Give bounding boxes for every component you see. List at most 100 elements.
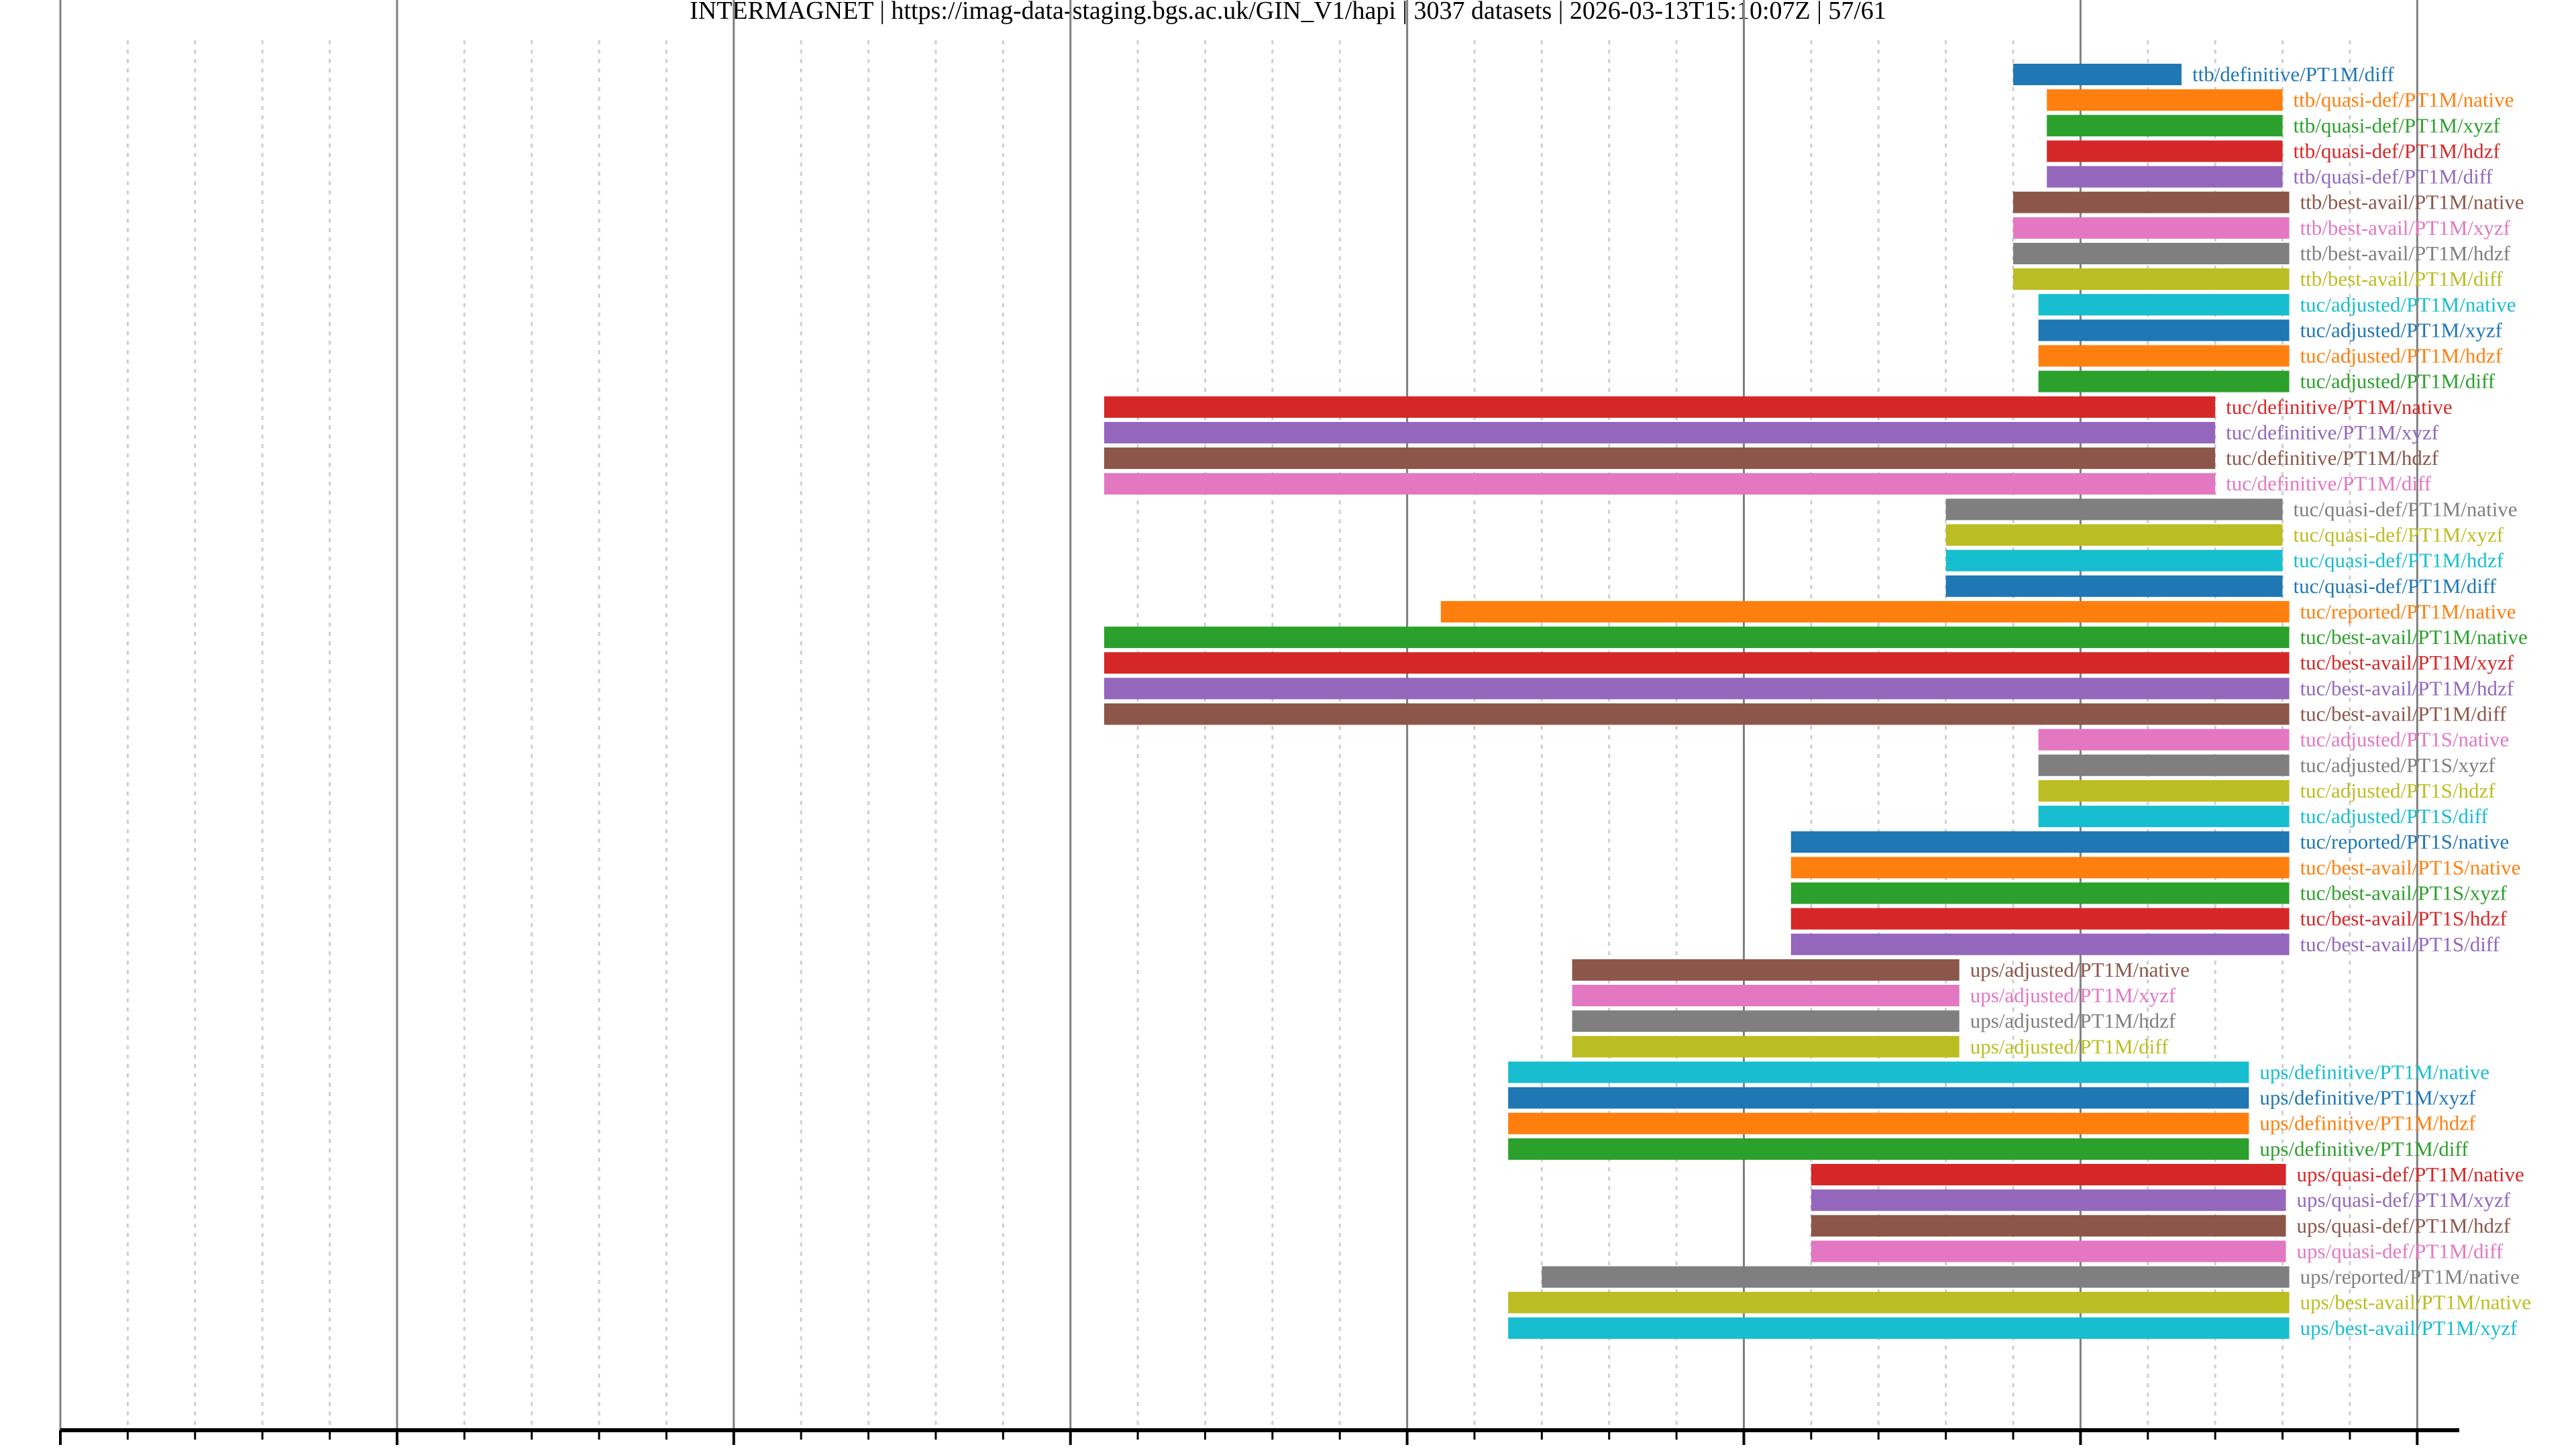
bar [1104, 421, 2216, 443]
bar [1945, 524, 2283, 546]
bar [1945, 498, 2283, 521]
bar [1508, 1138, 2249, 1160]
chart-title: INTERMAGNET | https://imag-data-staging.… [690, 0, 1886, 25]
bar [1508, 1291, 2290, 1313]
bar [2013, 242, 2290, 264]
bar-label: ttb/quasi-def/PT1M/hdzf [2294, 139, 2501, 162]
bar [1811, 1164, 2286, 1186]
bar [1572, 1036, 1960, 1058]
bar [1104, 473, 2216, 495]
bar-label: tuc/best-avail/PT1M/xyzf [2300, 651, 2514, 674]
bar [1811, 1240, 2286, 1263]
bar [1811, 1189, 2286, 1212]
bar-label: tuc/reported/PT1M/native [2300, 600, 2516, 623]
bar-label: tuc/best-avail/PT1S/native [2300, 855, 2521, 879]
bar [1104, 678, 2290, 700]
bar-label: ups/definitive/PT1M/native [2259, 1060, 2489, 1083]
bar-label: tuc/best-avail/PT1M/native [2300, 625, 2528, 649]
bar-label: tuc/definitive/PT1M/native [2226, 395, 2453, 419]
bar-label: ups/quasi-def/PT1M/hdzf [2297, 1214, 2511, 1237]
bar-labels: ttb/definitive/PT1M/diffttb/quasi-def/PT… [1970, 62, 2531, 1340]
bar-label: ttb/best-avail/PT1M/hdzf [2300, 241, 2511, 265]
bar [1508, 1087, 2249, 1109]
bar-label: tuc/best-avail/PT1M/diff [2300, 702, 2507, 726]
bar [1572, 985, 1960, 1007]
bar [1790, 857, 2290, 879]
bar [2047, 89, 2283, 111]
bar [1440, 600, 2290, 623]
bar [1790, 908, 2290, 930]
bar [1572, 959, 1960, 981]
bar [2038, 754, 2290, 776]
bar-label: tuc/quasi-def/PT1M/native [2294, 497, 2518, 521]
bar-label: ttb/quasi-def/PT1M/xyzf [2294, 113, 2501, 137]
bar [2038, 780, 2290, 802]
bar-label: ttb/definitive/PT1M/diff [2192, 62, 2394, 86]
bar [1945, 549, 2283, 572]
bar-label: ups/definitive/PT1M/xyzf [2259, 1086, 2476, 1110]
bar [2047, 140, 2283, 162]
bar [1790, 831, 2290, 853]
bar-label: tuc/best-avail/PT1M/hdzf [2300, 676, 2514, 700]
bar [1572, 1010, 1960, 1032]
bar-label: tuc/definitive/PT1M/diff [2226, 472, 2432, 495]
bar-label: tuc/definitive/PT1M/hdzf [2226, 446, 2439, 470]
bar-label: ttb/quasi-def/PT1M/native [2294, 88, 2514, 111]
bar [1508, 1317, 2290, 1339]
bar [1104, 652, 2290, 674]
bar-label: ups/adjusted/PT1M/xyzf [1970, 983, 2176, 1007]
bar-label: ups/adjusted/PT1M/native [1970, 958, 2190, 981]
bar-label: ups/adjusted/PT1M/diff [1970, 1034, 2169, 1058]
bar-label: tuc/adjusted/PT1M/native [2300, 292, 2516, 316]
bar-label: tuc/quasi-def/PT1M/hdzf [2294, 549, 2504, 572]
bar-label: ttb/best-avail/PT1M/diff [2300, 267, 2504, 290]
bar-label: tuc/adjusted/PT1M/xyzf [2300, 318, 2503, 341]
bar [2013, 268, 2290, 290]
bar [1542, 1266, 2290, 1288]
bar [1104, 703, 2290, 725]
bar-label: tuc/reported/PT1S/native [2300, 830, 2510, 853]
bar-label: tuc/quasi-def/PT1M/xyzf [2294, 523, 2504, 547]
bar [2038, 345, 2290, 367]
bar [1811, 1215, 2286, 1237]
bar [2038, 806, 2290, 828]
bar-label: ttb/quasi-def/PT1M/diff [2294, 165, 2493, 189]
bar-label: ups/best-avail/PT1M/xyzf [2300, 1316, 2518, 1340]
bar-label: tuc/adjusted/PT1S/hdzf [2300, 779, 2496, 802]
bar [1790, 882, 2290, 904]
bar [2038, 370, 2290, 392]
bar [2038, 294, 2290, 316]
bar-label: ups/quasi-def/PT1M/xyzf [2297, 1188, 2511, 1212]
bar-label: tuc/adjusted/PT1M/hdzf [2300, 344, 2503, 368]
bar-label: ups/quasi-def/PT1M/native [2297, 1163, 2524, 1186]
bar [2038, 729, 2290, 751]
bar-label: tuc/adjusted/PT1S/native [2300, 728, 2510, 751]
bar [1790, 933, 2290, 955]
bars [1104, 64, 2290, 1339]
bar-label: tuc/quasi-def/PT1M/diff [2294, 574, 2497, 598]
bar-label: ups/best-avail/PT1M/native [2300, 1291, 2531, 1314]
bar-label: tuc/best-avail/PT1S/xyzf [2300, 881, 2508, 904]
bar [2047, 115, 2283, 137]
bar-label: tuc/definitive/PT1M/xyzf [2226, 421, 2439, 444]
bar [1508, 1061, 2249, 1083]
bar-label: ups/reported/PT1M/native [2300, 1265, 2520, 1289]
bar [2038, 319, 2290, 341]
bar [2047, 166, 2283, 188]
bar [1104, 396, 2216, 418]
bar-label: ups/definitive/PT1M/hdzf [2259, 1112, 2476, 1135]
bar-label: tuc/best-avail/PT1S/diff [2300, 932, 2500, 956]
bar-label: tuc/best-avail/PT1S/hdzf [2300, 907, 2508, 930]
bar [1508, 1112, 2249, 1134]
bar [2013, 64, 2182, 85]
bar-label: tuc/adjusted/PT1S/diff [2300, 804, 2489, 828]
bar [2013, 217, 2290, 239]
bar-label: ups/adjusted/PT1M/hdzf [1970, 1009, 2176, 1032]
x-axis: 19601970198019902000201020202030 [59, 1428, 2459, 1445]
bar [2013, 191, 2290, 213]
bar [1945, 575, 2283, 597]
bar-label: tuc/adjusted/PT1S/xyzf [2300, 753, 2496, 777]
bar-label: ups/definitive/PT1M/diff [2259, 1137, 2469, 1161]
bar-label: ttb/best-avail/PT1M/xyzf [2300, 216, 2511, 239]
